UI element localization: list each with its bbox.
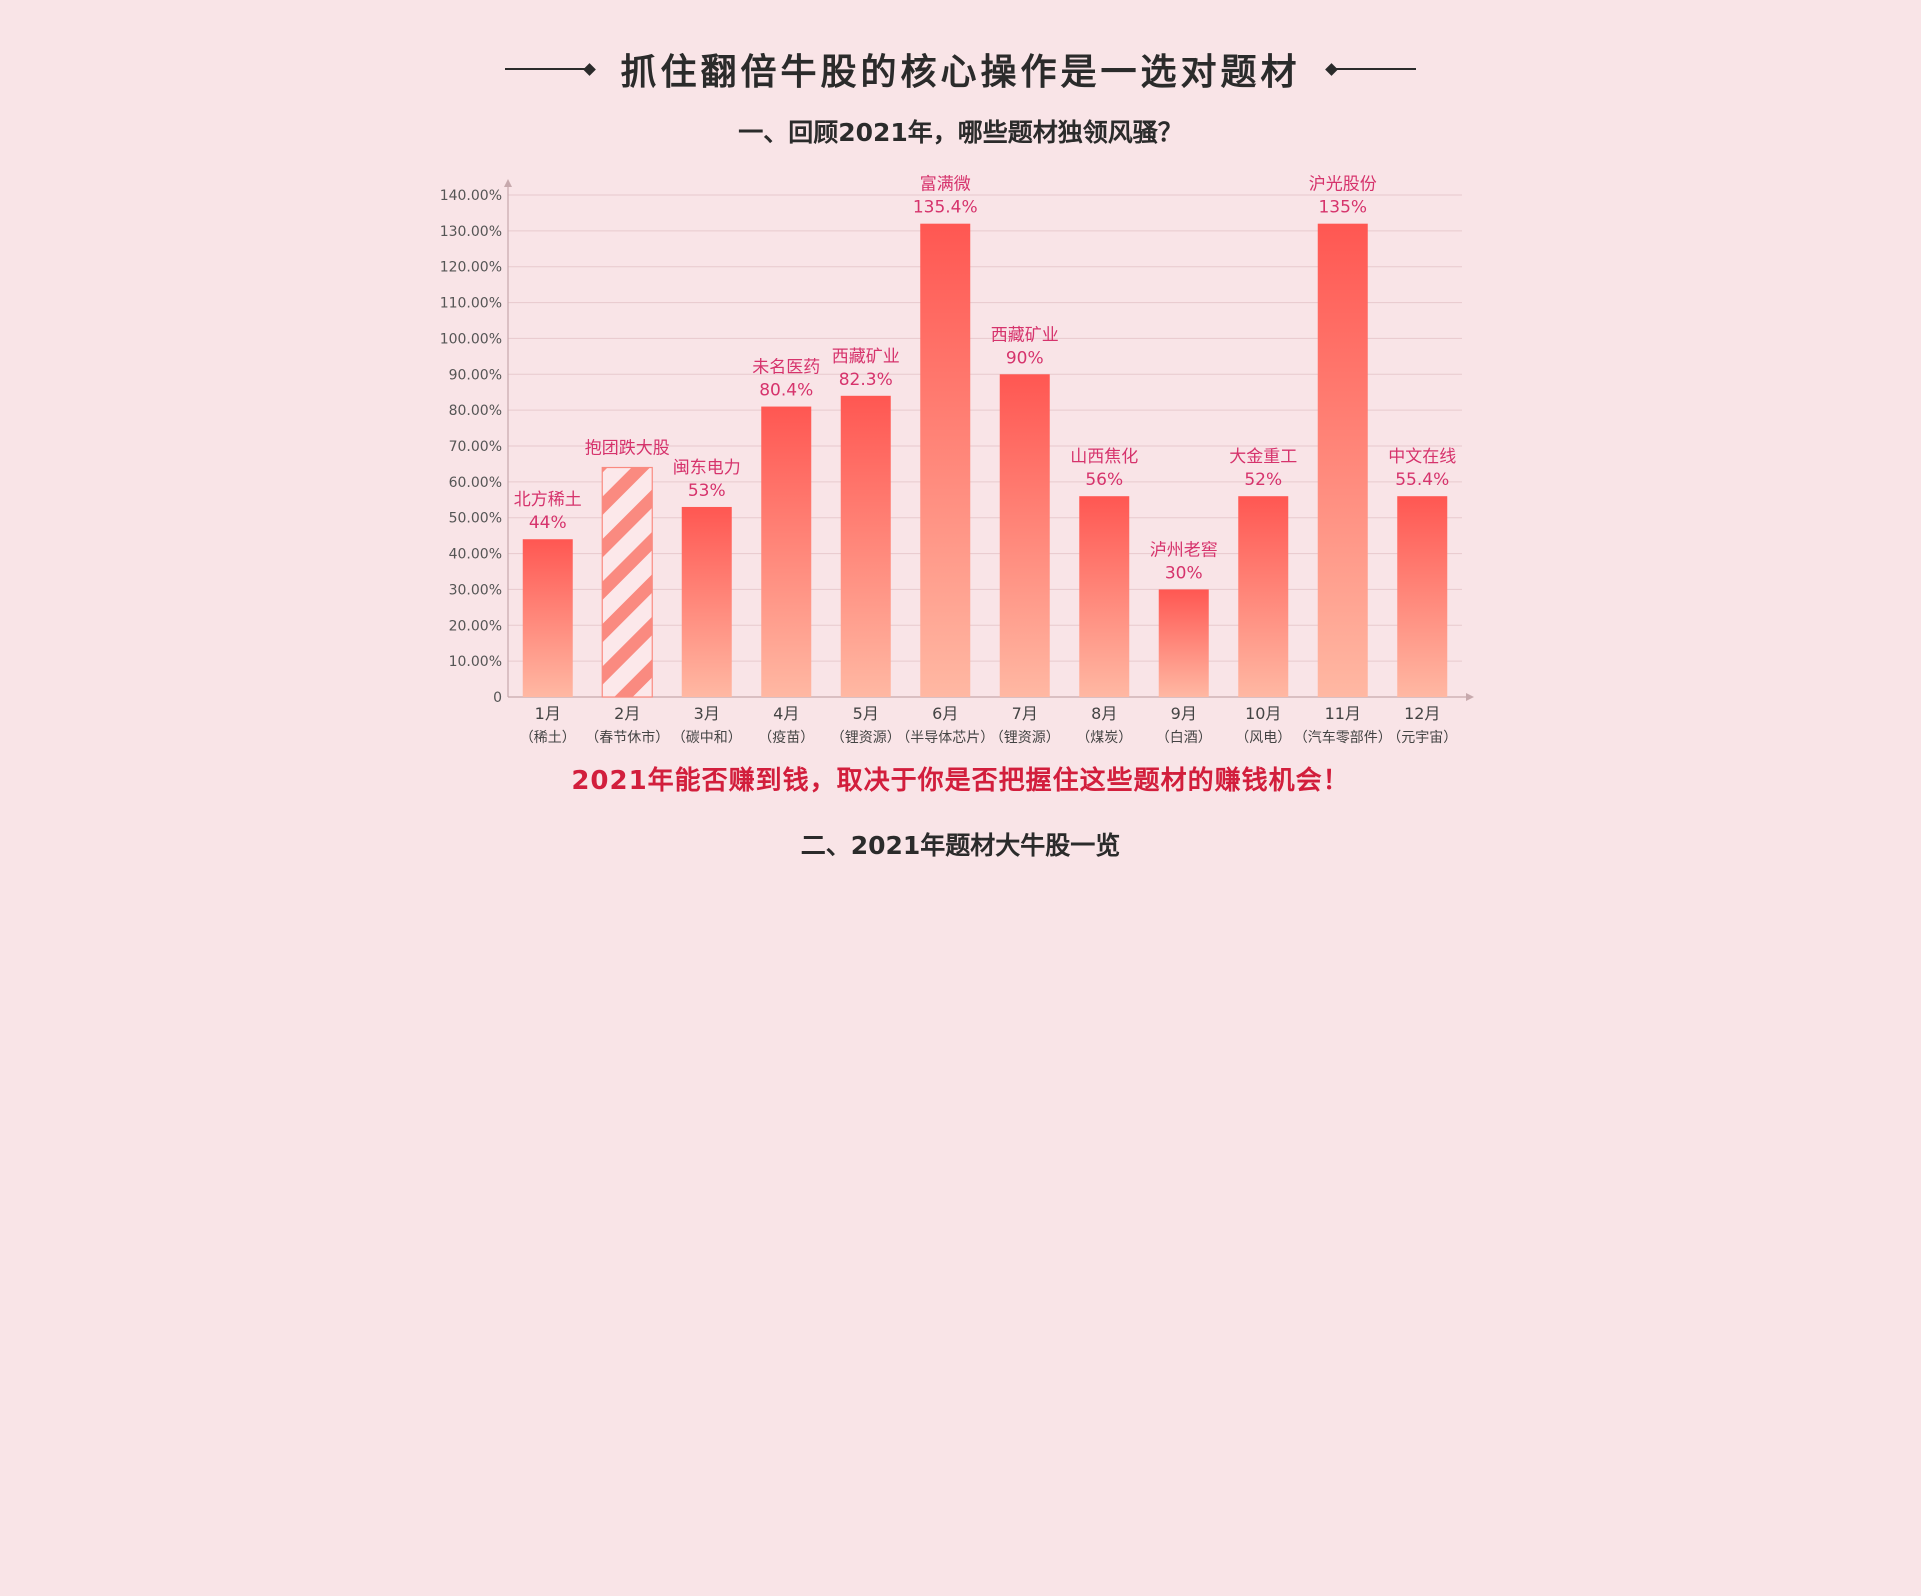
x-theme-label: （锂资源）	[990, 730, 1060, 746]
y-tick-label: 30.00%	[449, 582, 502, 598]
bar-12	[1397, 496, 1448, 697]
bar-value-label: 80.4%	[759, 381, 813, 401]
x-theme-label: （白酒）	[1156, 730, 1212, 746]
bar-stock-label: 西藏矿业	[991, 325, 1059, 345]
y-tick-label: 120.00%	[440, 260, 502, 276]
bar-value-label: 30%	[1165, 563, 1203, 583]
title-decoration-left	[505, 62, 597, 76]
x-axis-arrow	[1466, 693, 1474, 701]
tagline: 2021年能否赚到钱，取决于你是否把握住这些题材的赚钱机会！	[571, 766, 1350, 796]
y-tick-label: 10.00%	[449, 654, 502, 670]
bar-stock-label: 未名医药	[752, 358, 820, 378]
bar-stock-label: 富满微	[920, 175, 971, 195]
x-theme-label: （半导体芯片）	[896, 730, 994, 746]
main-title-row: 抓住翻倍牛股的核心操作是一选对题材	[0, 44, 1921, 94]
title-decoration-right	[1324, 62, 1416, 76]
y-tick-label: 0	[493, 690, 502, 706]
x-month-label: 8月	[1091, 704, 1117, 723]
bar-5	[840, 395, 891, 697]
bar-11	[1317, 223, 1368, 697]
x-theme-label: （疫苗）	[758, 730, 814, 746]
x-month-label: 6月	[932, 704, 958, 723]
bar-1	[522, 539, 573, 697]
y-tick-label: 80.00%	[449, 403, 502, 419]
y-tick-label: 50.00%	[449, 511, 502, 527]
x-theme-label: （元宇宙）	[1387, 730, 1457, 746]
bar-value-label: 44%	[529, 513, 567, 533]
bar-hatched-2	[601, 466, 653, 698]
y-tick-label: 40.00%	[449, 547, 502, 563]
y-tick-label: 20.00%	[449, 618, 502, 634]
bar-value-label: 53%	[688, 481, 726, 501]
x-month-label: 7月	[1012, 704, 1038, 723]
bar-stock-label: 中文在线	[1388, 447, 1456, 467]
bar-value-label: 55.4%	[1395, 470, 1449, 490]
x-month-label: 2月	[614, 704, 640, 723]
y-tick-label: 100.00%	[440, 331, 502, 347]
x-month-label: 9月	[1171, 704, 1197, 723]
x-month-label: 1月	[535, 704, 561, 723]
section2-title: 二、2021年题材大牛股一览	[800, 831, 1121, 860]
x-theme-label: （煤炭）	[1076, 730, 1132, 746]
bar-4	[761, 406, 812, 697]
y-tick-label: 130.00%	[440, 224, 502, 240]
bar-value-label: 135.4%	[913, 198, 978, 218]
x-theme-label: （锂资源）	[831, 730, 901, 746]
bar-stock-label: 山西焦化	[1070, 447, 1138, 467]
x-month-label: 12月	[1404, 704, 1440, 723]
bar-3	[681, 506, 732, 697]
bar-value-label: 135%	[1318, 198, 1367, 218]
x-theme-label: （春节休市）	[585, 729, 669, 746]
section1-title: 一、回顾2021年，哪些题材独领风骚？	[738, 118, 1183, 147]
y-tick-label: 140.00%	[440, 188, 502, 204]
bar-stock-label: 抱团跌大股	[585, 439, 670, 459]
bar-9	[1158, 589, 1209, 697]
x-month-label: 10月	[1245, 704, 1281, 723]
bar-stock-label: 沪光股份	[1309, 175, 1377, 195]
monthly-theme-bar-chart: 0 10.00% 20.00% 30.00% 40.00% 50.00% 60.00% 70.…	[440, 175, 1474, 746]
bar-stock-label: 北方稀土	[514, 490, 582, 510]
x-theme-label: （汽车零部件）	[1294, 729, 1392, 746]
y-tick-label: 60.00%	[449, 475, 502, 491]
x-month-label: 4月	[773, 704, 799, 723]
bar-stock-label: 大金重工	[1229, 447, 1297, 467]
bar-value-label: 52%	[1244, 470, 1282, 490]
bar-10	[1238, 496, 1289, 697]
y-tick-label: 70.00%	[449, 439, 502, 455]
x-month-label: 3月	[694, 704, 720, 723]
x-month-label: 5月	[853, 704, 879, 723]
bar-8	[1079, 496, 1130, 697]
bar-value-label: 90%	[1006, 348, 1044, 368]
bar-6	[920, 223, 971, 697]
main-title: 抓住翻倍牛股的核心操作是一选对题材	[620, 52, 1301, 93]
x-theme-label: （碳中和）	[672, 730, 742, 746]
y-tick-label: 110.00%	[440, 296, 502, 312]
bar-stock-label: 泸州老窖	[1150, 540, 1218, 560]
x-month-label: 11月	[1325, 704, 1361, 723]
y-tick-label: 90.00%	[449, 367, 502, 383]
y-axis-arrow	[504, 179, 512, 187]
bar-7	[999, 374, 1050, 697]
bar-stock-label: 闽东电力	[673, 458, 741, 478]
bar-stock-label: 西藏矿业	[832, 347, 900, 367]
bar-value-label: 56%	[1085, 470, 1123, 490]
bar-value-label: 82.3%	[839, 370, 893, 390]
x-theme-label: （稀土）	[520, 730, 576, 746]
x-theme-label: （风电）	[1235, 730, 1291, 746]
